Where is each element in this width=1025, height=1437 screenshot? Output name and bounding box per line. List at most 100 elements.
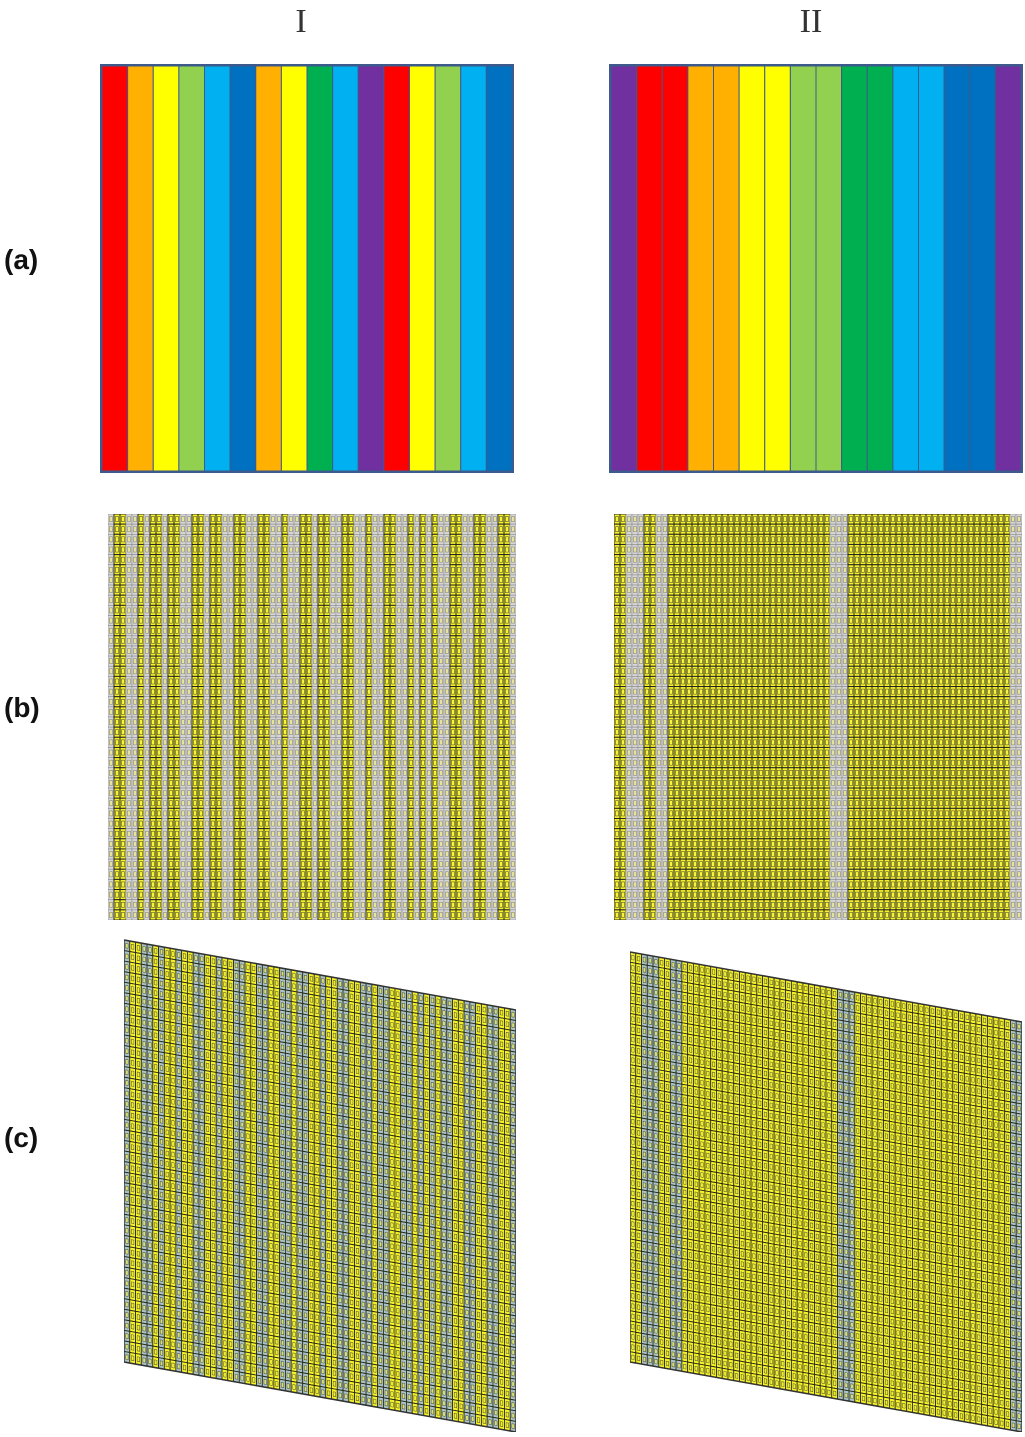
- unit-cell-inner: [421, 800, 425, 807]
- unit-cell-inner: [367, 861, 371, 867]
- unit-cell-inner: [181, 627, 185, 634]
- unit-cell-inner: [421, 668, 425, 675]
- unit-cell-inner: [451, 709, 455, 715]
- unit-cell-inner: [289, 556, 293, 563]
- unit-cell-inner: [145, 638, 149, 644]
- unit-cell-inner: [211, 536, 215, 543]
- unit-cell-inner: [331, 871, 335, 878]
- unit-cell-inner: [127, 901, 131, 908]
- unit-cell-inner: [289, 719, 293, 725]
- unit-cell-inner: [145, 546, 149, 553]
- unit-cell-inner: [343, 780, 347, 786]
- unit-cell-inner: [445, 912, 449, 918]
- unit-cell-inner: [331, 536, 335, 543]
- unit-cell-inner: [169, 617, 173, 624]
- unit-cell-inner: [205, 729, 209, 736]
- unit-cell-inner: [247, 810, 251, 817]
- unit-cell-inner: [379, 627, 383, 634]
- unit-cell-inner: [223, 567, 227, 573]
- unit-cell-inner: [193, 567, 197, 573]
- unit-cell-inner: [205, 851, 209, 857]
- unit-cell-inner: [379, 658, 383, 664]
- unit-cell-inner: [145, 851, 149, 857]
- unit-cell-inner: [199, 749, 203, 756]
- unit-cell-inner: [409, 638, 413, 644]
- unit-cell-inner: [385, 759, 389, 766]
- unit-cell-inner: [229, 688, 233, 695]
- unit-cell-inner: [205, 719, 209, 725]
- unit-cell-inner: [127, 861, 131, 867]
- unit-cell-inner: [427, 607, 431, 614]
- unit-cell-inner: [211, 556, 215, 563]
- unit-cell-inner: [109, 709, 113, 715]
- unit-cell-inner: [331, 627, 335, 634]
- unit-cell-inner: [319, 536, 323, 543]
- unit-cell-inner: [271, 607, 275, 614]
- unit-cell-inner: [433, 617, 437, 624]
- unit-cell-inner: [463, 729, 467, 736]
- unit-cell-inner: [109, 891, 113, 898]
- unit-cell-inner: [181, 810, 185, 817]
- unit-cell-inner: [295, 739, 299, 746]
- unit-cell-inner: [181, 668, 185, 675]
- unit-cell-inner: [379, 912, 383, 918]
- unit-cell-inner: [349, 861, 353, 867]
- unit-cell-inner: [109, 719, 113, 725]
- unit-cell-inner: [217, 729, 221, 736]
- stripe-yellow: [764, 65, 791, 472]
- unit-cell-inner: [133, 901, 137, 908]
- unit-cell-inner: [127, 658, 131, 664]
- unit-cell-inner: [277, 820, 281, 827]
- stripe-orange: [713, 65, 740, 472]
- unit-cell-inner: [373, 881, 377, 888]
- unit-cell-inner: [139, 871, 143, 878]
- unit-cell-inner: [187, 648, 191, 654]
- unit-cell-inner: [235, 810, 239, 817]
- unit-cell-inner: [343, 597, 347, 604]
- unit-cell-inner: [145, 749, 149, 756]
- unit-cell-inner: [451, 648, 455, 654]
- unit-cell-inner: [259, 688, 263, 695]
- unit-cell-inner: [217, 881, 221, 888]
- unit-cell-inner: [289, 648, 293, 654]
- unit-cell-inner: [229, 851, 233, 857]
- unit-cell-inner: [139, 891, 143, 898]
- unit-cell-inner: [427, 587, 431, 593]
- cell-column-yellow: [257, 514, 265, 920]
- unit-cell-inner: [427, 770, 431, 776]
- unit-cell-inner: [199, 861, 203, 867]
- unit-cell-inner: [157, 698, 161, 705]
- unit-cell-inner: [175, 567, 179, 573]
- unit-cell-inner: [157, 881, 161, 888]
- unit-cell-inner: [379, 830, 383, 837]
- unit-cell-inner: [229, 587, 233, 593]
- unit-cell-inner: [133, 658, 137, 664]
- unit-cell-inner: [469, 891, 473, 898]
- unit-cell-inner: [223, 790, 227, 796]
- unit-cell-inner: [139, 709, 143, 715]
- unit-cell-inner: [187, 587, 191, 593]
- unit-cell-inner: [121, 648, 125, 654]
- unit-cell-inner: [331, 698, 335, 705]
- unit-cell-inner: [175, 881, 179, 888]
- unit-cell-inner: [415, 587, 419, 593]
- unit-cell-inner: [211, 627, 215, 634]
- unit-cell-inner: [463, 830, 467, 837]
- unit-cell-inner: [181, 709, 185, 715]
- unit-cell-inner: [283, 780, 287, 786]
- unit-cell-inner: [301, 607, 305, 614]
- unit-cell-inner: [463, 739, 467, 746]
- unit-cell-inner: [241, 546, 245, 553]
- unit-cell-inner: [445, 871, 449, 878]
- unit-cell-inner: [379, 526, 383, 533]
- unit-cell-inner: [145, 729, 149, 736]
- unit-cell-inner: [187, 881, 191, 888]
- unit-cell-inner: [373, 668, 377, 675]
- unit-cell-inner: [205, 780, 209, 786]
- unit-cell-inner: [361, 841, 365, 847]
- unit-cell-inner: [331, 577, 335, 583]
- unit-cell-inner: [301, 698, 305, 705]
- unit-cell-inner: [319, 546, 323, 553]
- unit-cell-inner: [169, 881, 173, 888]
- unit-cell-inner: [463, 556, 467, 563]
